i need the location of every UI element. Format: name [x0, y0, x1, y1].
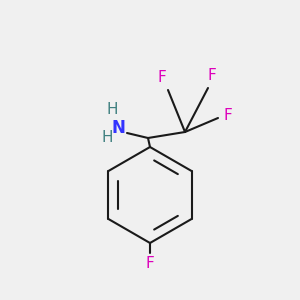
Text: F: F — [158, 70, 166, 86]
Text: F: F — [146, 256, 154, 272]
Text: F: F — [208, 68, 216, 83]
Text: H: H — [101, 130, 113, 146]
Text: H: H — [106, 103, 118, 118]
Text: F: F — [224, 109, 232, 124]
Text: N: N — [111, 119, 125, 137]
